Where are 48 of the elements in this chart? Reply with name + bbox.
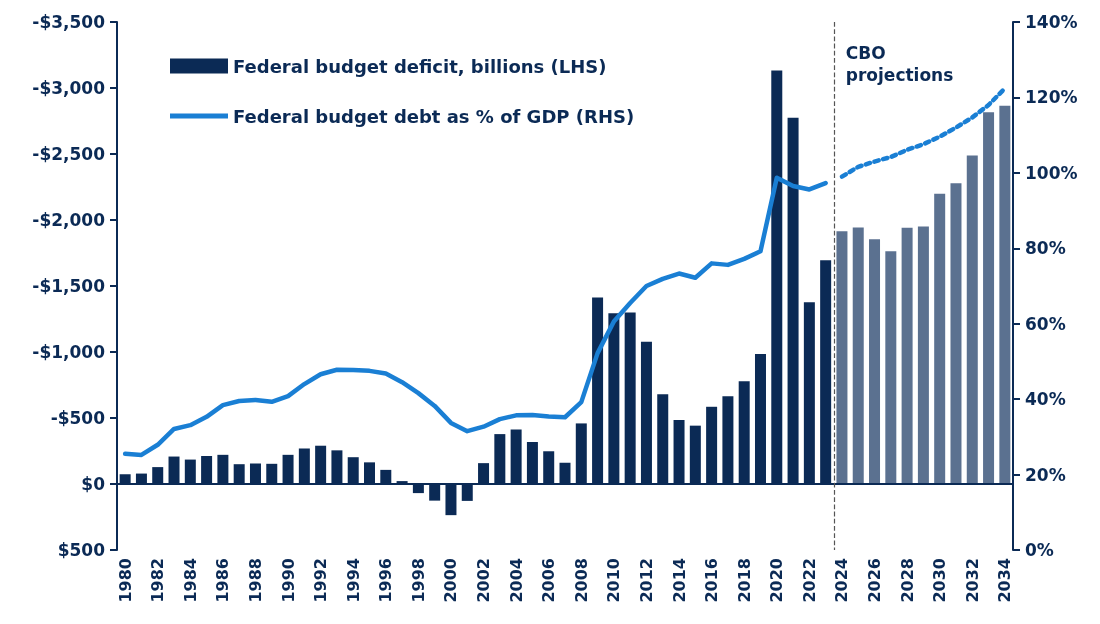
x-tick-label: 2010	[604, 558, 624, 603]
y2-tick-label: 140%	[1025, 12, 1078, 32]
x-tick-label: 2012	[636, 558, 656, 603]
y-tick-label: $500	[57, 540, 106, 560]
x-tick-label: 1992	[311, 558, 331, 603]
x-tick-label: 2016	[702, 558, 722, 603]
x-tick-label: 2020	[767, 558, 787, 603]
y2-tick-label: 40%	[1025, 389, 1066, 410]
y-tick-label: -$500	[50, 408, 106, 428]
x-tick-label: 1990	[278, 558, 298, 603]
y-tick-label: -$3,500	[32, 12, 106, 32]
x-tick-label: 2024	[832, 558, 852, 603]
x-tick-label: 2000	[441, 558, 461, 603]
y-tick-label: -$3,000	[32, 78, 106, 98]
x-tick-label: 2018	[734, 558, 754, 603]
y2-tick-label: 0%	[1025, 540, 1054, 560]
x-tick-label: 2028	[897, 558, 917, 603]
y2-tick-label: 120%	[1025, 87, 1078, 108]
x-tick-label: 2002	[474, 558, 494, 603]
y-tick-label: -$1,500	[32, 276, 106, 296]
x-tick-label: 2026	[865, 558, 885, 603]
x-tick-label: 2034	[995, 558, 1015, 603]
x-tick-label: 1984	[180, 558, 200, 603]
x-tick-label: 2030	[930, 558, 950, 603]
x-tick-label: 1988	[245, 558, 265, 603]
y-tick-label: -$1,000	[32, 342, 106, 362]
x-tick-label: 1980	[115, 558, 135, 603]
x-tick-label: 1994	[343, 558, 363, 603]
y2-tick-label: 60%	[1025, 313, 1066, 334]
x-tick-label: 1986	[213, 558, 233, 603]
y2-tick-label: 20%	[1025, 464, 1066, 485]
x-tick-label: 2032	[962, 558, 982, 603]
x-tick-label: 1998	[408, 558, 428, 603]
x-tick-label: 2022	[799, 558, 819, 603]
x-tick-label: 1996	[376, 558, 396, 603]
ref-line-label: CBO projections	[845, 43, 954, 85]
y-tick-label: -$2,000	[32, 210, 106, 230]
x-tick-label: 2004	[506, 558, 526, 603]
y-tick-label: -$2,500	[32, 144, 106, 164]
legend-label: Federal budget deficit, billions (LHS)	[233, 55, 607, 77]
y-tick-label: $0	[81, 474, 106, 494]
x-tick-label: 2006	[539, 558, 559, 603]
x-tick-label: 1982	[148, 558, 168, 603]
y2-tick-label: 100%	[1025, 162, 1078, 183]
x-tick-label: 2014	[669, 558, 689, 603]
x-tick-label: 2008	[571, 558, 591, 603]
legend-label: Federal budget debt as % of GDP (RHS)	[233, 105, 635, 127]
y2-tick-label: 80%	[1025, 238, 1066, 259]
